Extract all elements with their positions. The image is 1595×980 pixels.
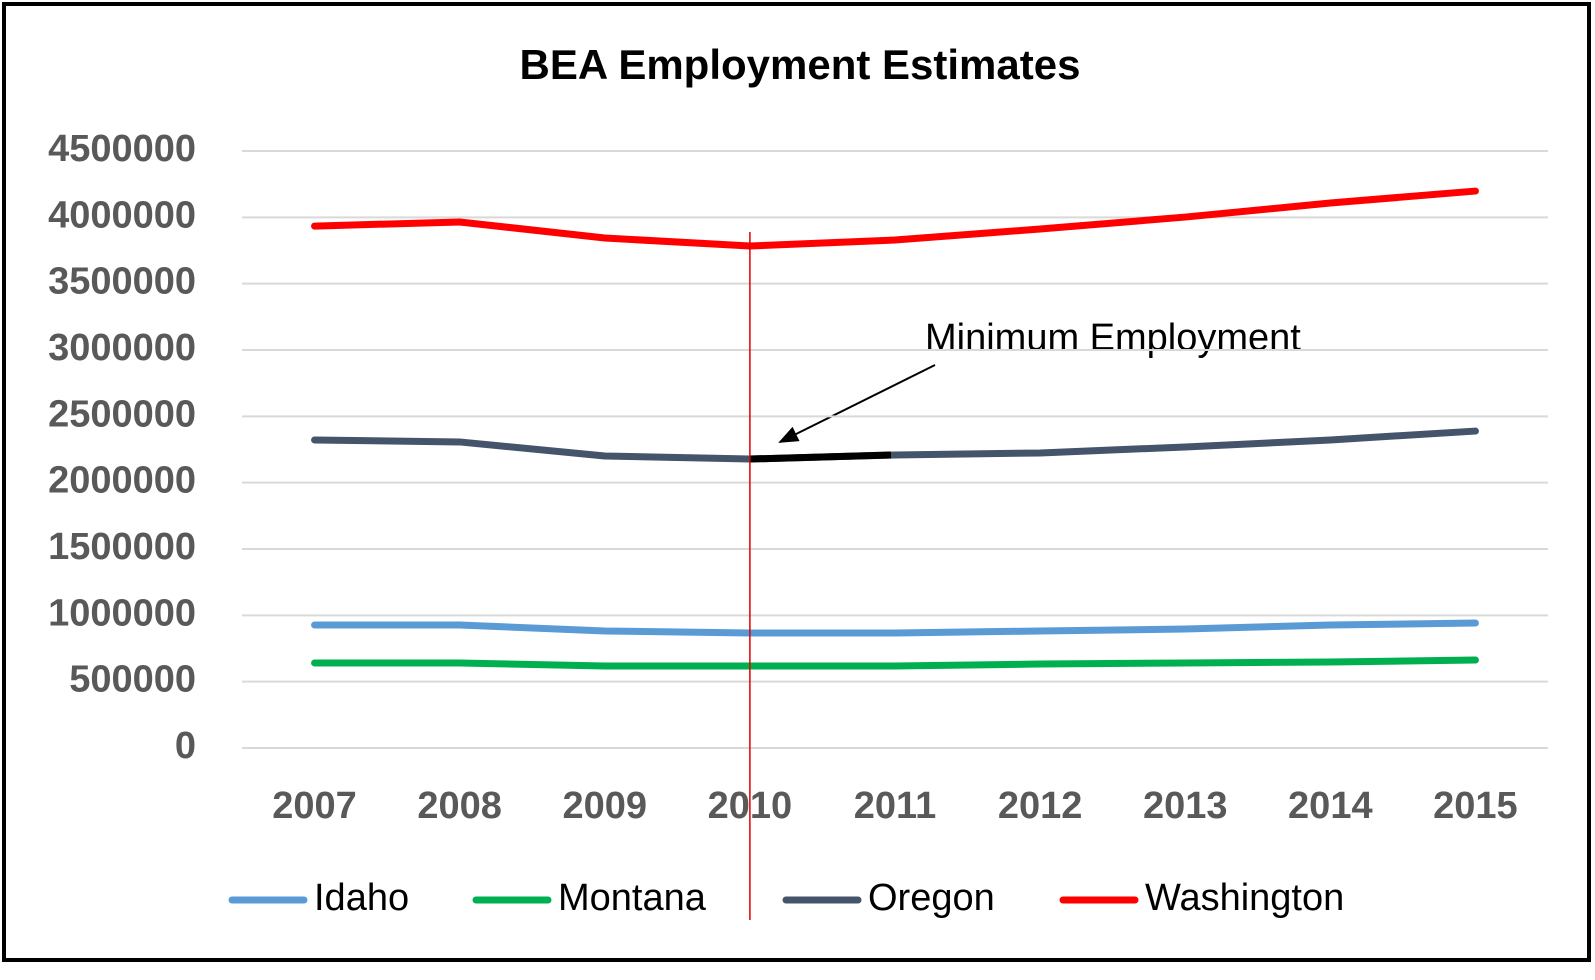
x-tick-label: 2012 [998,785,1083,827]
x-tick-label: 2015 [1433,785,1518,827]
legend-label: Oregon [868,877,995,919]
y-tick-label: 2000000 [48,460,196,502]
x-tick-label: 2014 [1288,785,1373,827]
x-tick-label: 2009 [563,785,648,827]
y-tick-label: 0 [175,725,196,767]
x-tick-label: 2013 [1143,785,1228,827]
series-line [311,619,1479,637]
x-tick-label: 2011 [854,785,936,827]
y-tick-label: 3000000 [48,327,196,369]
chart-title: BEA Employment Estimates [520,41,1081,88]
y-tick-label: 2500000 [48,393,196,435]
annotation-arrow [778,364,936,443]
legend-label: Washington [1145,877,1344,919]
x-tick-label: 2007 [272,785,357,827]
minimum-highlight [749,451,892,463]
y-tick-label: 3500000 [48,261,196,303]
y-tick-label: 500000 [69,659,196,701]
annotation: Minimum Employment [925,317,1301,359]
series-line [311,427,1479,463]
series-line [311,656,1479,670]
series-line [311,187,1479,250]
y-tick-label: 4500000 [48,128,196,170]
x-tick-label: 2008 [417,785,502,827]
legend-label: Montana [558,877,707,919]
y-tick-label: 1500000 [48,526,196,568]
y-tick-label: 1000000 [48,592,196,634]
legend-label: Idaho [314,877,409,919]
y-tick-label: 4000000 [48,194,196,236]
